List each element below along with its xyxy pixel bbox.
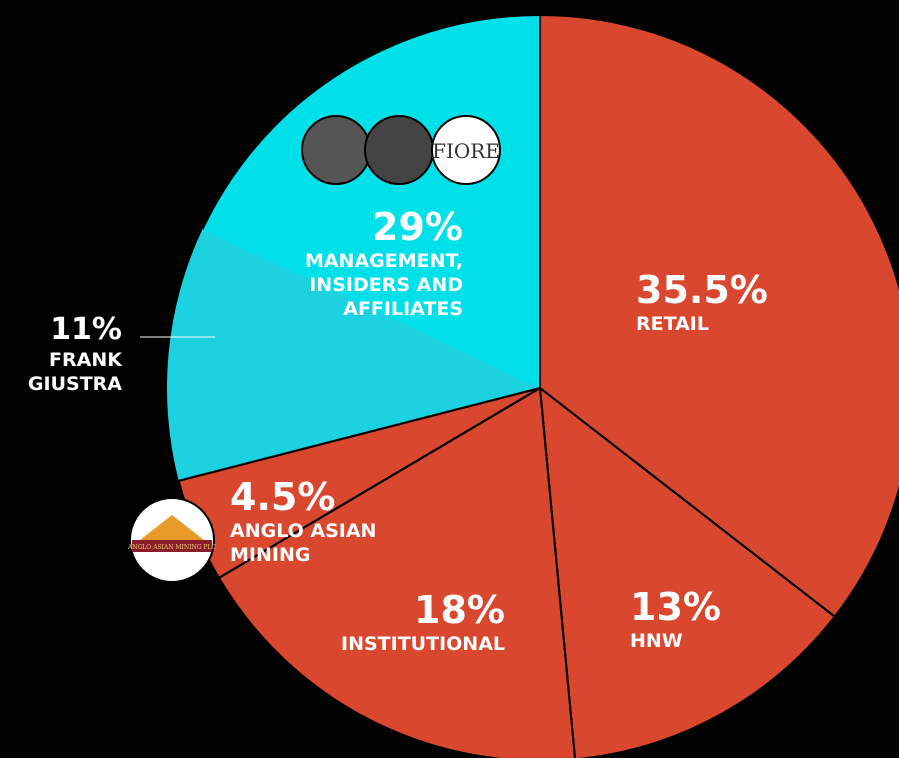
category-label: HNW	[630, 630, 683, 652]
sub-slice-label: 11% FRANK GIUSTRA	[0, 312, 122, 396]
category-label: FRANK GIUSTRA	[27, 349, 122, 395]
slice-border	[539, 387, 576, 758]
value-label: 13%	[630, 585, 721, 629]
pie-slice	[538, 385, 837, 758]
slice-label: 13% HNW	[630, 585, 790, 653]
category-label: MANAGEMENT, INSIDERS AND AFFILIATES	[304, 250, 463, 320]
logo-text: ANGLO ASIAN MINING PLC	[127, 544, 217, 551]
value-label: 11%	[50, 312, 122, 347]
pie-sub-slice	[166, 229, 540, 481]
logo-shape	[140, 515, 204, 540]
slice-border	[178, 387, 541, 482]
value-label: 35.5%	[636, 268, 768, 312]
value-label: 18%	[414, 588, 505, 632]
pie-slice	[217, 386, 576, 758]
photo	[301, 115, 371, 185]
logo	[431, 115, 501, 185]
value-label: 4.5%	[230, 475, 336, 519]
pie-slice	[539, 13, 899, 619]
slice-label: 4.5% ANGLO ASIAN MINING	[230, 475, 410, 567]
category-label: INSTITUTIONAL	[341, 633, 505, 655]
category-label: ANGLO ASIAN MINING	[230, 520, 377, 566]
slice-border	[539, 387, 836, 618]
photo	[364, 115, 434, 185]
slice-border	[218, 387, 541, 579]
slice-label: 29% MANAGEMENT, INSIDERS AND AFFILIATES	[253, 205, 463, 321]
value-label: 29%	[372, 205, 463, 249]
logo-band	[132, 540, 212, 552]
category-label: RETAIL	[636, 313, 709, 335]
slice-label: 18% INSTITUTIONAL	[285, 588, 505, 656]
slice-label: 35.5% RETAIL	[636, 268, 856, 336]
logo-text: FIORE	[432, 139, 500, 163]
